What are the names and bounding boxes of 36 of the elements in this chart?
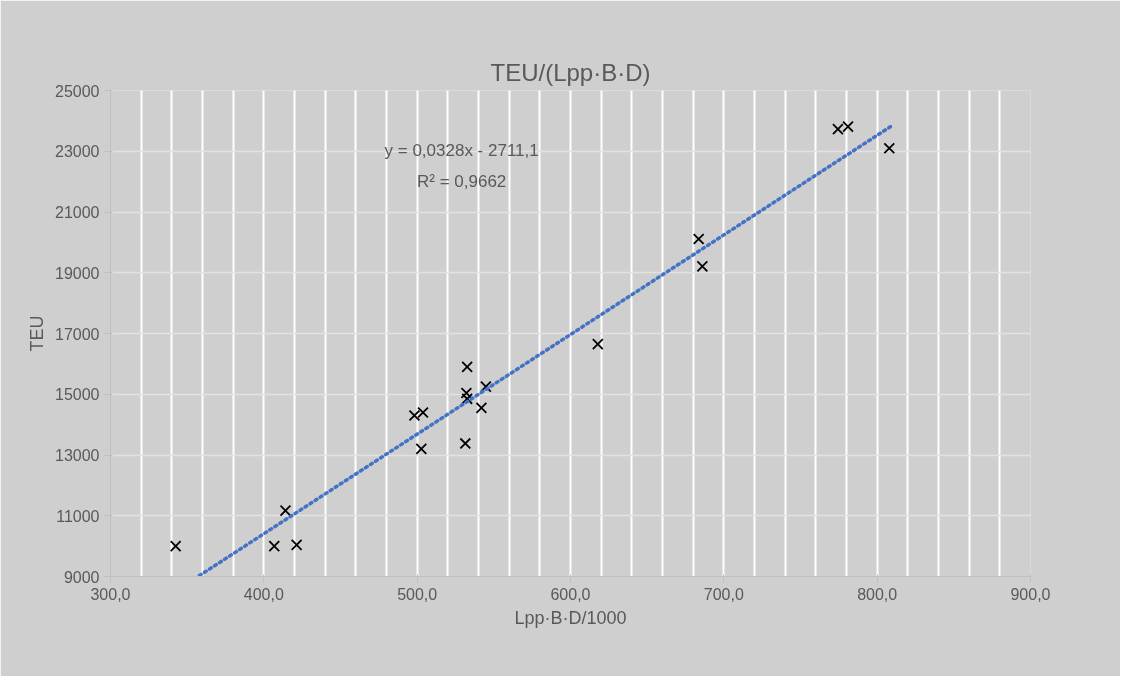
point bbox=[169, 540, 182, 552]
y-tick-label: 23000 bbox=[55, 143, 100, 161]
point bbox=[475, 402, 488, 414]
point bbox=[591, 338, 604, 350]
x-tick-label: 500,0 bbox=[397, 585, 438, 603]
y-tick-label: 21000 bbox=[55, 204, 100, 221]
x-tick-label: 300,0 bbox=[90, 585, 131, 603]
chart-title: TEU/(Lpp·B·D) bbox=[490, 58, 651, 86]
point bbox=[692, 233, 705, 245]
y-tick-label: 19000 bbox=[55, 264, 100, 282]
annotation: R² = 0,9662 bbox=[416, 171, 507, 191]
x-axis-title: Lpp·B·D/1000 bbox=[514, 607, 627, 628]
point bbox=[460, 387, 473, 399]
point bbox=[290, 539, 303, 551]
y-tick-label: 15000 bbox=[55, 386, 100, 404]
y-tick-label: 13000 bbox=[55, 447, 100, 464]
x-tick-label: 900,0 bbox=[1010, 585, 1051, 603]
x-tick-label: 800,0 bbox=[857, 585, 898, 603]
x-tick-label: 700,0 bbox=[703, 585, 744, 603]
y-tick-label: 9000 bbox=[63, 568, 100, 586]
point bbox=[279, 504, 292, 517]
x-tick-label: 600,0 bbox=[550, 585, 591, 603]
point bbox=[461, 392, 473, 405]
annotation: y = 0,0328x - 2711,1 bbox=[384, 141, 539, 161]
point bbox=[696, 260, 709, 273]
point bbox=[461, 361, 473, 373]
y-tick-label: 11000 bbox=[56, 507, 100, 525]
x-tick-label: 400,0 bbox=[243, 585, 284, 603]
point bbox=[883, 142, 896, 155]
point bbox=[268, 540, 281, 552]
y-tick-label: 17000 bbox=[55, 325, 100, 343]
y-tick-label: 25000 bbox=[55, 82, 100, 100]
point bbox=[480, 380, 492, 393]
point bbox=[459, 437, 472, 450]
y-axis-title: TEU bbox=[27, 315, 48, 352]
point bbox=[415, 443, 428, 455]
